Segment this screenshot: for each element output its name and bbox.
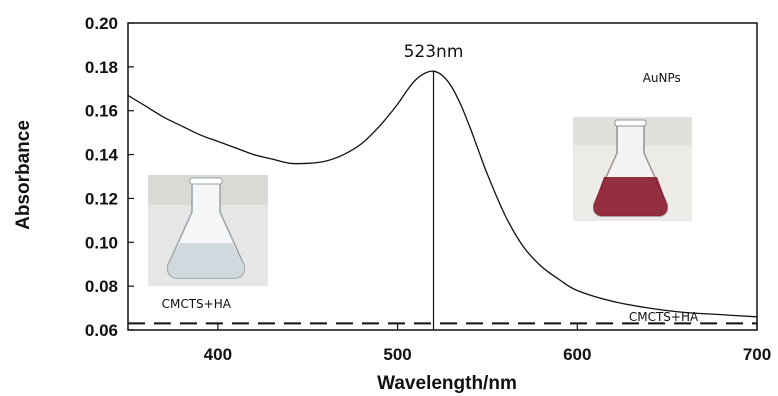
y-tick-label: 0.18 [85,58,118,77]
y-tick-label: 0.08 [85,277,118,296]
x-tick-label: 400 [204,345,232,364]
series-line-aunps [127,70,758,318]
y-tick-label: 0.10 [85,233,118,252]
annotations: AuNPs CMCTS+HA CMCTS+HA [162,71,699,324]
x-axis-title: Wavelength/nm [377,373,517,394]
plot-frame [127,22,758,331]
plot-border [127,22,758,331]
y-tick-label: 0.16 [85,102,118,121]
y-tick-label: 0.20 [85,14,118,33]
y-tick-label: 0.06 [85,321,118,340]
aunps-flask-photo [573,117,692,221]
x-tick-label: 600 [563,345,591,364]
x-tick-label: 700 [743,345,771,364]
series-layer [127,70,758,325]
cmcts-ha-flask-photo [148,175,268,286]
peak-label: 523nm [404,42,464,62]
y-axis-title: Absorbance [13,120,34,230]
annotation-label: CMCTS+HA [629,310,699,324]
annotation-label: CMCTS+HA [162,297,232,311]
annotation-label: AuNPs [643,71,681,85]
y-axis: 0.06 0.08 0.10 0.12 0.14 0.16 0.18 0.20 [85,14,134,340]
x-tick-label: 500 [383,345,411,364]
y-tick-label: 0.12 [85,189,118,208]
x-axis: 400 500 600 700 [204,324,771,364]
y-tick-label: 0.14 [85,146,119,165]
